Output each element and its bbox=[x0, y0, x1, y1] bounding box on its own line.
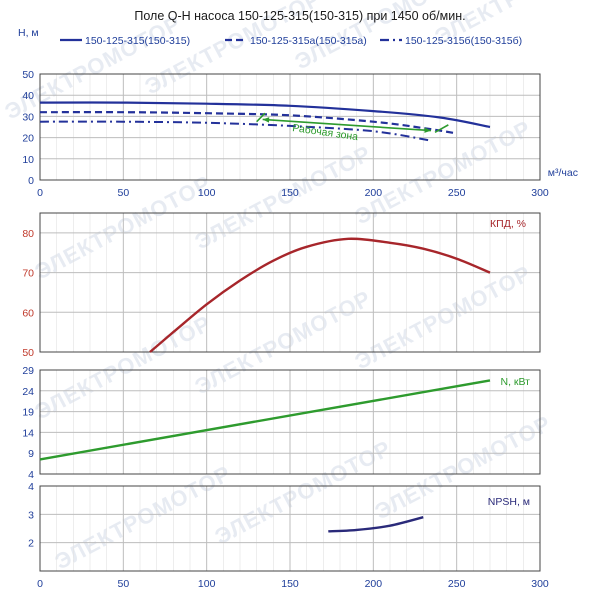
power-curve bbox=[39, 379, 491, 461]
y-tick-label: 24 bbox=[22, 386, 34, 398]
y-tick-label: 40 bbox=[22, 90, 34, 102]
y-tick-label: 4 bbox=[28, 469, 34, 481]
qh-curve-solid bbox=[39, 101, 491, 129]
qh-curve-dashed bbox=[39, 111, 457, 135]
zone-arrow-head bbox=[262, 117, 270, 123]
x-tick-label: 0 bbox=[37, 187, 43, 199]
panel-qh: 0 10 20 30 40 50 0 50 100 150 200 250 300 H, м м³/час 1… bbox=[18, 27, 578, 199]
y-tick-label: 0 bbox=[28, 175, 34, 187]
y-tick-label: 4 bbox=[28, 481, 34, 493]
watermark-text: ЭЛЕКТРОМОТОР bbox=[351, 260, 536, 374]
panel-efficiency: 50 60 70 80 КПД, % bbox=[22, 212, 541, 359]
watermark-text: ЭЛЕКТРОМОТОР bbox=[51, 460, 236, 574]
x-tick-label: 300 bbox=[531, 187, 549, 199]
x-tick-label: 100 bbox=[198, 187, 216, 199]
panel-frame bbox=[39, 369, 541, 475]
legend-entry: 150-125-315а(150-315а) bbox=[250, 35, 367, 47]
watermark-text: ЭЛЕКТРОМОТОР bbox=[351, 115, 536, 229]
panel-npsh: 2 3 4 0 50 100 150 200 250 300 NPSH, м bbox=[28, 481, 549, 590]
y-tick-label: 30 bbox=[22, 111, 34, 123]
x-tick-label: 150 bbox=[281, 578, 299, 590]
y-tick-label: 80 bbox=[22, 228, 34, 240]
x-tick-label: 0 bbox=[37, 578, 43, 590]
y-tick-label: 50 bbox=[22, 69, 34, 81]
x-tick-label: 50 bbox=[117, 187, 129, 199]
legend-entry: 150-125-315б(150-315б) bbox=[405, 35, 522, 47]
y-axis-label: H, м bbox=[18, 27, 39, 39]
npsh-curve bbox=[328, 516, 424, 533]
y-tick-label: 19 bbox=[22, 407, 34, 419]
y-tick-label: 9 bbox=[28, 448, 34, 460]
panel-frame bbox=[39, 73, 541, 181]
efficiency-label: КПД, % bbox=[490, 218, 526, 230]
x-tick-label: 150 bbox=[281, 187, 299, 199]
x-tick-label: 100 bbox=[198, 578, 216, 590]
chart-title: Поле Q-H насоса 150-125-315(150-315) при… bbox=[134, 9, 465, 23]
zone-arrow-head bbox=[424, 127, 431, 133]
watermark-text: ЭЛЕКТРОМОТОР bbox=[191, 285, 376, 399]
power-label: N, кВт bbox=[501, 376, 531, 388]
x-tick-label: 50 bbox=[117, 578, 129, 590]
npsh-label: NPSH, м bbox=[488, 496, 530, 508]
y-tick-label: 20 bbox=[22, 133, 34, 145]
legend-entry: 150-125-315(150-315) bbox=[85, 35, 190, 47]
panel-power: 4 9 14 19 24 29 N, кВт bbox=[22, 365, 541, 481]
qh-curve-dashdot bbox=[39, 120, 432, 142]
y-tick-label: 60 bbox=[22, 307, 34, 319]
y-tick-label: 2 bbox=[28, 538, 34, 550]
y-tick-label: 70 bbox=[22, 268, 34, 280]
y-tick-label: 10 bbox=[22, 154, 34, 166]
y-tick-label: 29 bbox=[22, 365, 34, 377]
panel-frame bbox=[39, 485, 541, 572]
zone-boundary-right bbox=[434, 124, 449, 133]
x-tick-label: 300 bbox=[531, 578, 549, 590]
x-tick-label: 200 bbox=[365, 578, 383, 590]
y-tick-label: 14 bbox=[22, 427, 34, 439]
x-axis-label: м³/час bbox=[548, 167, 578, 179]
y-tick-label: 3 bbox=[28, 509, 34, 521]
x-tick-label: 250 bbox=[448, 578, 466, 590]
panel-frame bbox=[39, 212, 541, 353]
x-tick-label: 250 bbox=[448, 187, 466, 199]
watermark-text: ЭЛЕКТРОМОТОР bbox=[211, 435, 396, 549]
efficiency-curve bbox=[149, 237, 491, 353]
zone-arrow-line bbox=[262, 118, 432, 132]
x-tick-label: 200 bbox=[365, 187, 383, 199]
y-tick-label: 50 bbox=[22, 347, 34, 359]
zone-boundary-left bbox=[256, 112, 266, 123]
